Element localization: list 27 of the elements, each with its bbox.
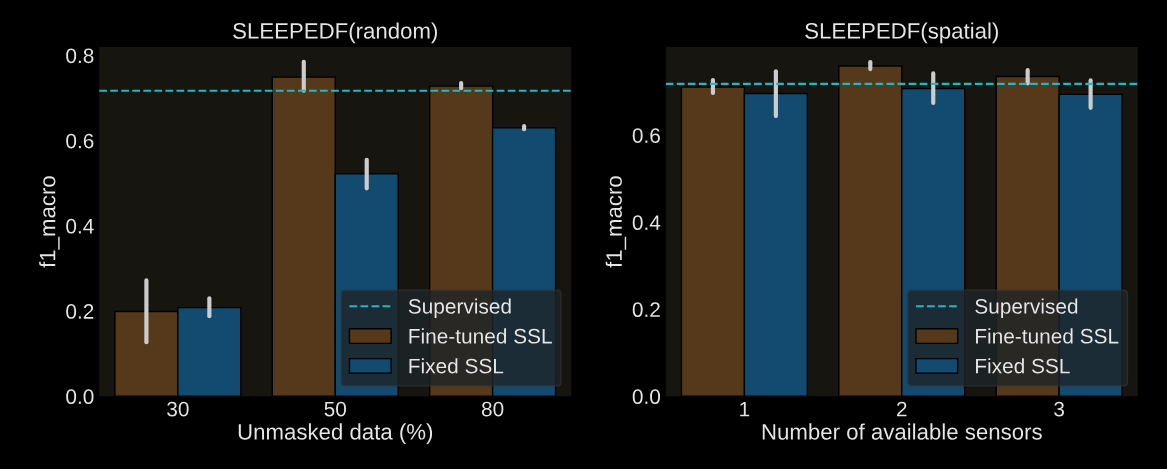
legend-label: Supervised <box>975 298 1078 318</box>
x-axis-title: Unmasked data (%) <box>238 423 433 445</box>
y-tick-label: 0.4 <box>66 218 94 234</box>
x-tick-label: 80 <box>481 401 504 417</box>
chart-title: SLEEPEDF(random) <box>233 22 437 44</box>
y-tick-label: 0.0 <box>66 389 94 405</box>
x-tick-label: 1 <box>740 401 750 417</box>
legend-label: Fine-tuned SSL <box>976 328 1119 344</box>
y-tick-label: 0.4 <box>632 215 661 231</box>
legend-label: Fixed SSL <box>409 358 504 374</box>
x-tick-label: 50 <box>324 401 347 417</box>
y-tick-label: 0.2 <box>66 304 94 319</box>
x-tick-label: 3 <box>1054 401 1065 417</box>
y-axis-title: f1_macro <box>605 176 627 268</box>
y-tick-label: 0.6 <box>66 133 94 149</box>
y-tick-label: 0.2 <box>632 302 660 318</box>
y-tick-label: 0.6 <box>632 128 660 143</box>
x-tick-label: 2 <box>897 401 907 417</box>
chart-title: SLEEPEDF(spatial) <box>805 22 998 44</box>
y-tick-label: 0.8 <box>66 48 94 64</box>
legend-label: Fine-tuned SSL <box>409 328 552 344</box>
legend-label: Fixed SSL <box>976 358 1070 374</box>
y-axis-title: f1_macro <box>39 176 60 268</box>
x-axis-title: Number of available sensors <box>762 423 1042 440</box>
legend-label: Supervised <box>408 298 511 318</box>
x-tick-label: 30 <box>167 401 189 417</box>
y-tick-label: 0.0 <box>632 389 661 405</box>
